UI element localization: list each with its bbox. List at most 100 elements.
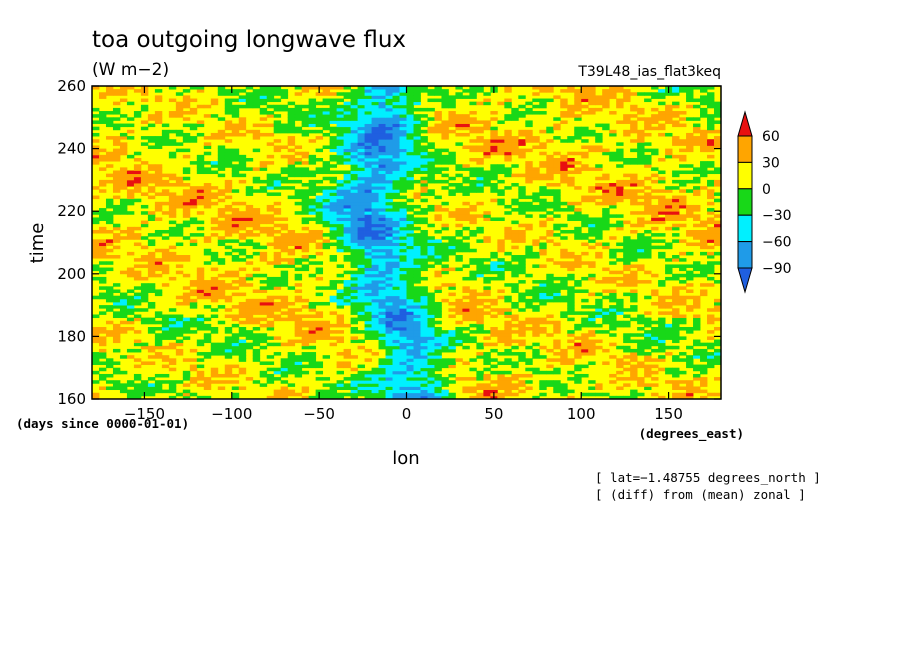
heatmap-cell bbox=[175, 264, 184, 268]
heatmap-cell bbox=[609, 355, 617, 359]
heatmap-cell bbox=[420, 251, 428, 256]
heatmap-cell bbox=[287, 286, 296, 290]
heatmap-cell bbox=[399, 355, 407, 359]
heatmap-cell bbox=[301, 161, 310, 165]
heatmap-cell bbox=[665, 380, 673, 384]
heatmap-cell bbox=[420, 389, 428, 394]
heatmap-cell bbox=[266, 114, 275, 118]
x-axis-label: lon bbox=[392, 448, 419, 469]
heatmap-cell bbox=[371, 208, 379, 212]
heatmap-cell bbox=[490, 270, 498, 275]
heatmap-cell bbox=[448, 251, 456, 256]
heatmap-cell bbox=[434, 311, 442, 315]
heatmap-cell bbox=[420, 308, 428, 312]
heatmap-cell bbox=[399, 98, 407, 103]
heatmap-cell bbox=[175, 92, 184, 96]
heatmap-cell bbox=[707, 342, 715, 347]
heatmap-cell bbox=[546, 204, 554, 209]
heatmap-cell bbox=[364, 208, 372, 212]
heatmap-cell bbox=[567, 308, 575, 312]
heatmap-cell bbox=[182, 273, 191, 278]
heatmap-cell bbox=[189, 317, 198, 322]
heatmap-cell bbox=[126, 86, 135, 90]
heatmap-cell bbox=[616, 311, 624, 315]
heatmap-cell bbox=[672, 330, 680, 334]
heatmap-cell bbox=[273, 245, 282, 250]
heatmap-cell bbox=[336, 183, 344, 187]
heatmap-cell bbox=[420, 258, 428, 262]
heatmap-cell bbox=[364, 86, 372, 90]
heatmap-cell bbox=[343, 286, 351, 290]
heatmap-cell bbox=[644, 317, 652, 322]
heatmap-cell bbox=[210, 314, 219, 319]
heatmap-cell bbox=[231, 305, 240, 309]
heatmap-cell bbox=[182, 139, 191, 143]
heatmap-cell bbox=[434, 255, 442, 259]
heatmap-cell bbox=[700, 380, 708, 384]
heatmap-cell bbox=[420, 386, 428, 391]
heatmap-cell bbox=[357, 120, 365, 124]
heatmap-cell bbox=[154, 89, 163, 93]
heatmap-cell bbox=[287, 242, 296, 247]
heatmap-cell bbox=[637, 201, 645, 206]
heatmap-cell bbox=[427, 161, 435, 165]
heatmap-cell bbox=[630, 273, 638, 278]
heatmap-cell bbox=[343, 151, 351, 156]
heatmap-cell bbox=[147, 186, 156, 190]
heatmap-cell bbox=[504, 358, 512, 362]
heatmap-cell bbox=[427, 330, 435, 334]
heatmap-cell bbox=[448, 111, 456, 115]
heatmap-cell bbox=[518, 358, 526, 362]
heatmap-cell bbox=[525, 107, 533, 112]
heatmap-cell bbox=[490, 167, 498, 171]
heatmap-cell bbox=[350, 179, 358, 184]
heatmap-cell bbox=[707, 217, 715, 221]
heatmap-cell bbox=[357, 280, 365, 284]
heatmap-cell bbox=[385, 148, 393, 153]
heatmap-cell bbox=[224, 330, 233, 334]
heatmap-cell bbox=[469, 389, 477, 394]
heatmap-cell bbox=[231, 126, 240, 131]
heatmap-cell bbox=[672, 317, 680, 322]
heatmap-cell bbox=[427, 392, 435, 397]
heatmap-cell bbox=[203, 104, 212, 109]
heatmap-cell bbox=[392, 358, 400, 362]
heatmap-cell bbox=[252, 305, 261, 309]
heatmap-cell bbox=[665, 198, 673, 203]
heatmap-cell bbox=[518, 320, 526, 325]
heatmap-cell bbox=[175, 333, 184, 337]
heatmap-cell bbox=[406, 129, 414, 134]
heatmap-cell bbox=[427, 373, 435, 378]
heatmap-cell bbox=[441, 186, 449, 190]
heatmap-cell bbox=[588, 239, 596, 243]
heatmap-cell bbox=[560, 176, 568, 181]
heatmap-cell bbox=[707, 142, 715, 146]
heatmap-cell bbox=[119, 204, 128, 209]
heatmap-cell bbox=[329, 226, 338, 231]
heatmap-cell bbox=[287, 301, 296, 306]
heatmap-cell bbox=[112, 142, 121, 146]
heatmap-cell bbox=[126, 233, 135, 237]
heatmap-cell bbox=[385, 264, 393, 268]
heatmap-cell bbox=[105, 248, 114, 253]
heatmap-cell bbox=[273, 176, 282, 181]
heatmap-cell bbox=[497, 311, 505, 315]
heatmap-cell bbox=[315, 123, 324, 128]
heatmap-cell bbox=[357, 148, 365, 153]
heatmap-cell bbox=[623, 320, 631, 325]
heatmap-cell bbox=[714, 308, 721, 312]
heatmap-cell bbox=[567, 111, 575, 115]
heatmap-cell bbox=[133, 301, 142, 306]
heatmap-cell bbox=[98, 386, 107, 391]
heatmap-cell bbox=[511, 352, 519, 356]
heatmap-cell bbox=[133, 176, 142, 181]
heatmap-cell bbox=[266, 226, 275, 231]
heatmap-cell bbox=[637, 132, 645, 137]
heatmap-cell bbox=[476, 258, 484, 262]
heatmap-cell bbox=[630, 223, 638, 228]
heatmap-cell bbox=[287, 179, 296, 184]
heatmap-cell bbox=[301, 236, 310, 240]
heatmap-cell bbox=[406, 264, 414, 268]
heatmap-cell bbox=[371, 317, 379, 322]
heatmap-cell bbox=[371, 107, 379, 112]
